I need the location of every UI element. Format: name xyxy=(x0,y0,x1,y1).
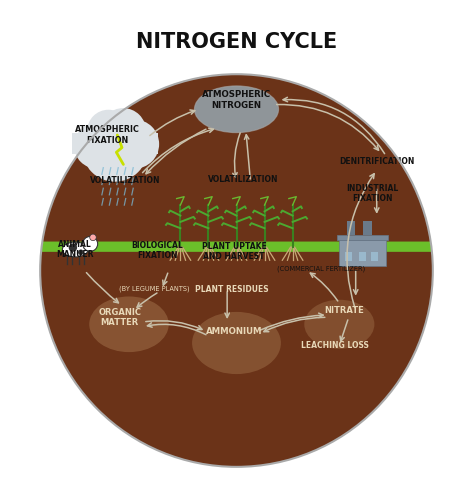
Polygon shape xyxy=(347,222,355,236)
Polygon shape xyxy=(41,242,432,252)
Polygon shape xyxy=(345,252,352,261)
Polygon shape xyxy=(339,240,386,266)
Text: PLANT UPTAKE
AND HARVEST: PLANT UPTAKE AND HARVEST xyxy=(202,242,267,261)
Text: NITROGEN CYCLE: NITROGEN CYCLE xyxy=(136,32,337,52)
Ellipse shape xyxy=(194,86,279,133)
Circle shape xyxy=(87,110,130,152)
Polygon shape xyxy=(72,133,158,154)
Circle shape xyxy=(78,250,84,255)
Polygon shape xyxy=(40,74,433,467)
Text: BIOLOGICAL
FIXATION: BIOLOGICAL FIXATION xyxy=(131,241,183,260)
Ellipse shape xyxy=(304,300,375,349)
Ellipse shape xyxy=(192,312,281,374)
Text: AMMONIUM: AMMONIUM xyxy=(206,327,263,336)
Circle shape xyxy=(74,123,120,169)
Text: (COMMERCIAL FERTILIZER): (COMMERCIAL FERTILIZER) xyxy=(277,266,365,272)
Text: VOLATILIZATION: VOLATILIZATION xyxy=(208,175,279,184)
Circle shape xyxy=(90,234,96,241)
Polygon shape xyxy=(337,236,388,240)
Text: ORGANIC
MATTER: ORGANIC MATTER xyxy=(98,307,141,327)
Text: NITRATE: NITRATE xyxy=(324,306,364,315)
Polygon shape xyxy=(359,252,366,261)
Circle shape xyxy=(83,237,97,251)
Text: ATMOSPHERIC
FIXATION: ATMOSPHERIC FIXATION xyxy=(75,125,140,145)
Ellipse shape xyxy=(62,242,88,257)
Text: LEACHING LOSS: LEACHING LOSS xyxy=(301,341,368,350)
Polygon shape xyxy=(371,252,377,261)
Text: (BY LEGUME PLANTS): (BY LEGUME PLANTS) xyxy=(119,286,190,292)
Text: VOLATILIZATION: VOLATILIZATION xyxy=(90,176,160,185)
Text: ATMOSPHERIC
NITROGEN: ATMOSPHERIC NITROGEN xyxy=(202,90,271,110)
Circle shape xyxy=(40,74,433,467)
Ellipse shape xyxy=(89,296,169,352)
Text: PLANT RESIDUES: PLANT RESIDUES xyxy=(195,285,269,294)
Circle shape xyxy=(110,120,159,169)
Text: ANIMAL
MANUER: ANIMAL MANUER xyxy=(56,240,94,259)
Circle shape xyxy=(69,244,77,252)
Polygon shape xyxy=(363,222,372,236)
Text: DENITRIFICATION: DENITRIFICATION xyxy=(339,157,414,166)
Text: INDUSTRIAL
FIXATION: INDUSTRIAL FIXATION xyxy=(346,184,398,203)
Wedge shape xyxy=(78,110,395,270)
Circle shape xyxy=(100,108,146,154)
Circle shape xyxy=(82,116,148,182)
